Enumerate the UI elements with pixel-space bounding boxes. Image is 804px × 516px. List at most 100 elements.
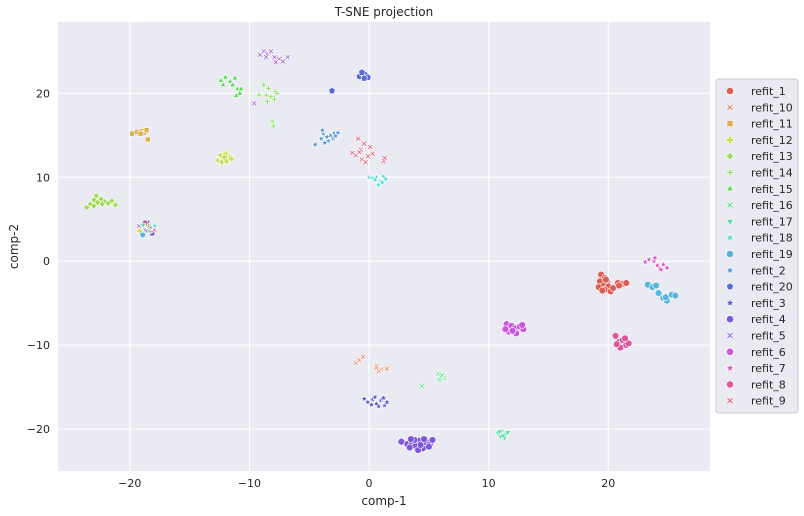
- data-point: [612, 340, 621, 348]
- series-refit_3: [360, 392, 392, 410]
- data-point: [260, 81, 267, 89]
- data-point: [270, 122, 277, 130]
- data-point: [377, 177, 387, 186]
- data-point: [150, 221, 159, 230]
- data-point: [611, 332, 620, 340]
- data-point: [264, 98, 271, 105]
- data-point: [316, 134, 326, 143]
- series-refit_10: [352, 353, 391, 375]
- data-point: [86, 200, 94, 208]
- series-refit_2: [310, 125, 343, 149]
- series-refit_5: [250, 48, 291, 107]
- series-refit_8: [611, 332, 633, 352]
- series-refit_19: [644, 280, 680, 305]
- data-point: [662, 293, 670, 301]
- data-point: [662, 263, 672, 272]
- data-point: [271, 53, 278, 61]
- legend-item: refit_8: [726, 378, 786, 391]
- series-refit_17: [494, 428, 512, 443]
- data-point: [310, 140, 320, 149]
- y-axis-label: comp-2: [7, 224, 21, 269]
- legend-item: refit_5: [726, 330, 786, 343]
- data-point: [218, 158, 226, 166]
- legend: refit_1 refit_10 refit_11 refit_12 refit_13r…: [715, 78, 799, 414]
- series-refit_1: [595, 270, 630, 296]
- data-point: [499, 433, 507, 440]
- chart-title: T-SNE projection: [334, 5, 433, 19]
- data-point: [379, 393, 388, 402]
- series-refit_4: [397, 435, 437, 454]
- data-point: [659, 260, 668, 269]
- legend-label: refit_17: [751, 215, 793, 228]
- data-point: [271, 96, 278, 103]
- data-point: [370, 175, 380, 184]
- data-point: [438, 372, 446, 379]
- legend-marker: [726, 184, 734, 192]
- legend-marker: [726, 331, 734, 340]
- data-point: [518, 321, 526, 329]
- legend-item: refit_3: [725, 297, 786, 310]
- x-tick-label: −10: [238, 477, 261, 490]
- series-refit_6: [501, 320, 528, 338]
- data-point: [602, 275, 610, 284]
- data-point: [262, 53, 270, 61]
- legend-item: refit_19: [726, 248, 793, 261]
- data-point: [356, 148, 363, 156]
- x-tick-label: 20: [601, 477, 615, 490]
- x-tick-label: 10: [482, 477, 496, 490]
- legend-label: refit_8: [751, 378, 786, 391]
- data-point: [324, 136, 333, 145]
- legend-label: refit_6: [751, 346, 786, 359]
- data-point: [406, 443, 414, 452]
- series-refit_12: [215, 150, 235, 166]
- legend-frame: [715, 78, 799, 414]
- data-point: [508, 327, 517, 335]
- legend-item: refit_14: [726, 167, 793, 180]
- data-point: [644, 255, 654, 264]
- legend-item: refit_12: [726, 134, 793, 147]
- legend-label: refit_3: [751, 297, 786, 310]
- data-point: [98, 200, 106, 208]
- data-point: [374, 401, 383, 410]
- series-refit_14: [255, 81, 281, 130]
- legend-marker: [725, 362, 735, 373]
- legend-marker: [725, 232, 735, 242]
- legend-marker: [726, 282, 734, 290]
- legend-marker: [726, 120, 734, 127]
- data-point: [615, 281, 623, 290]
- legend-label: refit_2: [751, 264, 786, 277]
- legend-label: refit_18: [751, 232, 793, 245]
- legend-label: refit_5: [751, 330, 786, 343]
- legend-label: refit_14: [751, 167, 793, 180]
- y-tick-label: −20: [27, 423, 50, 436]
- legend-label: refit_11: [751, 118, 793, 131]
- data-point: [232, 91, 240, 98]
- data-point: [624, 339, 633, 348]
- legend-label: refit_16: [751, 199, 793, 212]
- data-points: [83, 48, 680, 454]
- data-point: [367, 400, 376, 409]
- series-refit_7: [641, 253, 672, 274]
- data-point: [496, 429, 503, 436]
- data-point: [360, 140, 368, 147]
- data-point: [143, 127, 150, 134]
- data-point: [425, 442, 433, 451]
- data-point: [355, 135, 362, 142]
- data-point: [650, 253, 660, 262]
- data-point: [145, 222, 152, 229]
- legend-label: refit_15: [751, 183, 793, 196]
- legend-label: refit_9: [751, 395, 786, 408]
- data-point: [372, 364, 380, 372]
- data-point: [362, 158, 369, 166]
- legend-marker: [726, 87, 734, 95]
- legend-label: refit_4: [751, 313, 786, 326]
- data-point: [381, 174, 391, 183]
- y-tick-label: −10: [27, 339, 50, 352]
- legend-label: refit_13: [751, 150, 793, 163]
- legend-marker: [725, 297, 735, 308]
- data-point: [656, 265, 666, 274]
- data-point: [328, 86, 336, 95]
- data-point: [144, 136, 151, 143]
- legend-item: refit_4: [726, 313, 786, 326]
- data-point: [622, 279, 630, 287]
